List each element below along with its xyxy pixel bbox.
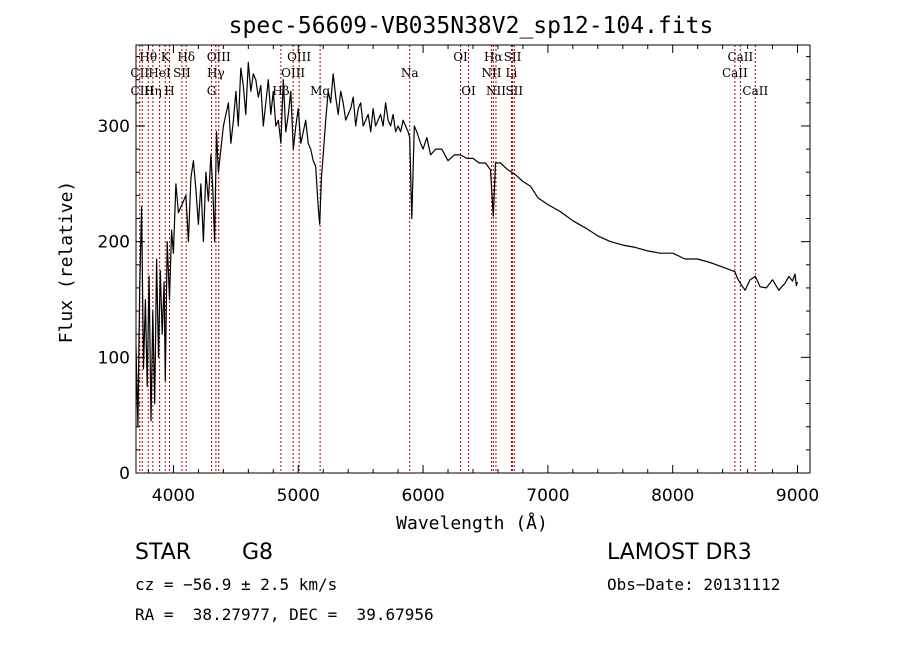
x-tick-label-4: 8000: [651, 486, 694, 506]
line-label-18: OI: [461, 84, 476, 98]
line-label-16: Na: [401, 66, 419, 80]
survey-name: LAMOST DR3: [607, 540, 752, 565]
y-axis-label: Flux (relative): [56, 181, 77, 344]
y-tick-label-0: 0: [119, 464, 130, 484]
line-label-3: K: [161, 50, 171, 64]
chart-title: spec-56609-VB035N38V2_sp12-104.fits: [229, 13, 714, 39]
line-label-5: Hη: [144, 84, 162, 98]
observation-date: Obs−Date: 20131112: [607, 575, 781, 594]
line-label-7: SII: [173, 66, 191, 80]
emission-line-markers: [139, 45, 756, 473]
line-label-26: CaII: [722, 66, 748, 80]
line-label-8: H: [164, 84, 174, 98]
y-tick-label-1: 100: [98, 348, 130, 368]
x-tick-label-2: 6000: [401, 486, 444, 506]
coordinates: RA = 38.27977, DEC = 39.67956: [135, 605, 434, 624]
line-label-0: Hθ: [139, 50, 157, 64]
object-subclass: G8: [242, 540, 274, 565]
line-label-12: OIII: [287, 50, 311, 64]
line-label-9: OIII: [207, 50, 231, 64]
spectrum-line: [135, 61, 799, 428]
line-label-6: Hδ: [177, 50, 195, 64]
y-tick-label-3: 300: [98, 117, 130, 137]
axes: 4000 5000 6000 7000 8000 9000 0 100 200 300: [98, 44, 819, 506]
x-tick-label-0: 4000: [152, 486, 195, 506]
line-labels: Hθ CII CIII K HeI Hη Hδ SII H OIII Hγ G OIII OIII Hβ Mg…: [130, 50, 768, 98]
x-tick-label-5: 9000: [776, 486, 819, 506]
y-tick-label-2: 200: [98, 233, 130, 253]
line-label-17: OI: [453, 50, 468, 64]
line-label-10: Hγ: [207, 66, 225, 80]
line-label-24: SII: [505, 84, 523, 98]
x-tick-label-3: 7000: [526, 486, 569, 506]
line-label-27: CaII: [742, 84, 768, 98]
line-label-22: SII: [504, 50, 522, 64]
line-label-15: Mg: [310, 84, 330, 98]
line-label-23: Li: [506, 66, 518, 80]
line-label-21: NII: [486, 84, 506, 98]
spectrum-trace: [135, 61, 799, 428]
line-label-14: Hβ: [272, 84, 289, 98]
object-class: STAR: [135, 540, 192, 565]
line-label-20: NII: [481, 66, 501, 80]
line-label-4: HeI: [148, 66, 171, 80]
line-label-11: G: [207, 84, 217, 98]
redshift-cz: cz = −56.9 ± 2.5 km/s: [135, 575, 338, 594]
line-label-1: CII: [130, 66, 149, 80]
line-label-13: OIII: [281, 66, 305, 80]
line-label-2: CIII: [131, 84, 155, 98]
line-label-25: CaII: [727, 50, 753, 64]
line-label-19: Hα: [484, 50, 503, 64]
x-axis-label: Wavelength (Å): [396, 512, 548, 534]
x-tick-label-1: 5000: [277, 486, 320, 506]
